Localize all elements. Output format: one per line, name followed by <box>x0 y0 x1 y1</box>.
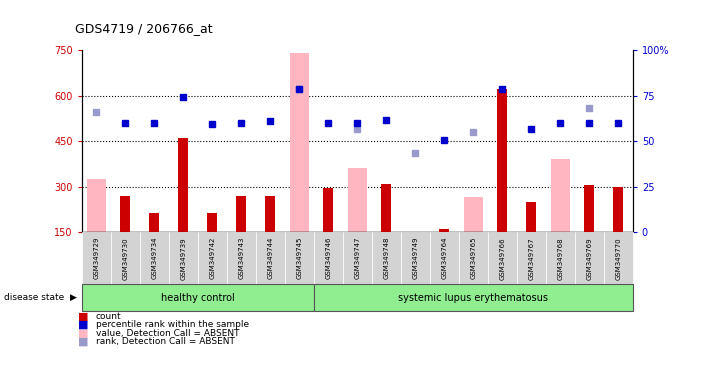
Text: GDS4719 / 206766_at: GDS4719 / 206766_at <box>75 22 213 35</box>
Text: GSM349764: GSM349764 <box>442 237 447 280</box>
Bar <box>497 89 508 232</box>
Bar <box>265 196 275 232</box>
Text: systemic lupus erythematosus: systemic lupus erythematosus <box>398 293 548 303</box>
Bar <box>584 185 594 232</box>
Bar <box>236 196 246 232</box>
Text: ■: ■ <box>78 328 89 338</box>
Bar <box>439 229 449 232</box>
Text: GSM349770: GSM349770 <box>615 237 621 280</box>
Text: GSM349746: GSM349746 <box>325 237 331 280</box>
Bar <box>526 202 536 232</box>
Text: count: count <box>96 312 122 321</box>
Text: GSM349739: GSM349739 <box>181 237 186 280</box>
Text: GSM349765: GSM349765 <box>470 237 476 280</box>
Bar <box>120 196 130 232</box>
Bar <box>381 184 391 232</box>
Text: GSM349729: GSM349729 <box>93 237 100 280</box>
Text: percentile rank within the sample: percentile rank within the sample <box>96 320 249 329</box>
Text: ■: ■ <box>78 337 89 347</box>
Text: GSM349743: GSM349743 <box>238 237 245 280</box>
Bar <box>551 159 570 232</box>
Text: GSM349747: GSM349747 <box>354 237 360 280</box>
Text: GSM349768: GSM349768 <box>557 237 563 280</box>
Text: GSM349766: GSM349766 <box>499 237 506 280</box>
Text: GSM349734: GSM349734 <box>151 237 157 280</box>
Text: disease state  ▶: disease state ▶ <box>4 293 76 302</box>
Text: GSM349730: GSM349730 <box>122 237 128 280</box>
Bar <box>178 138 188 232</box>
Bar <box>464 197 483 232</box>
Text: GSM349742: GSM349742 <box>209 237 215 280</box>
Text: GSM349749: GSM349749 <box>412 237 418 280</box>
Bar <box>348 169 367 232</box>
Bar <box>290 53 309 232</box>
Bar <box>324 188 333 232</box>
Text: GSM349744: GSM349744 <box>267 237 273 280</box>
Text: GSM349745: GSM349745 <box>296 237 302 280</box>
Text: healthy control: healthy control <box>161 293 235 303</box>
Text: GSM349748: GSM349748 <box>383 237 390 280</box>
Text: ■: ■ <box>78 320 89 330</box>
Text: ■: ■ <box>78 311 89 321</box>
Text: GSM349767: GSM349767 <box>528 237 534 280</box>
Text: rank, Detection Call = ABSENT: rank, Detection Call = ABSENT <box>96 337 235 346</box>
Text: value, Detection Call = ABSENT: value, Detection Call = ABSENT <box>96 329 240 338</box>
Bar <box>87 179 106 232</box>
Bar <box>613 187 624 232</box>
Bar <box>149 213 159 232</box>
Bar <box>207 213 218 232</box>
Text: GSM349769: GSM349769 <box>587 237 592 280</box>
